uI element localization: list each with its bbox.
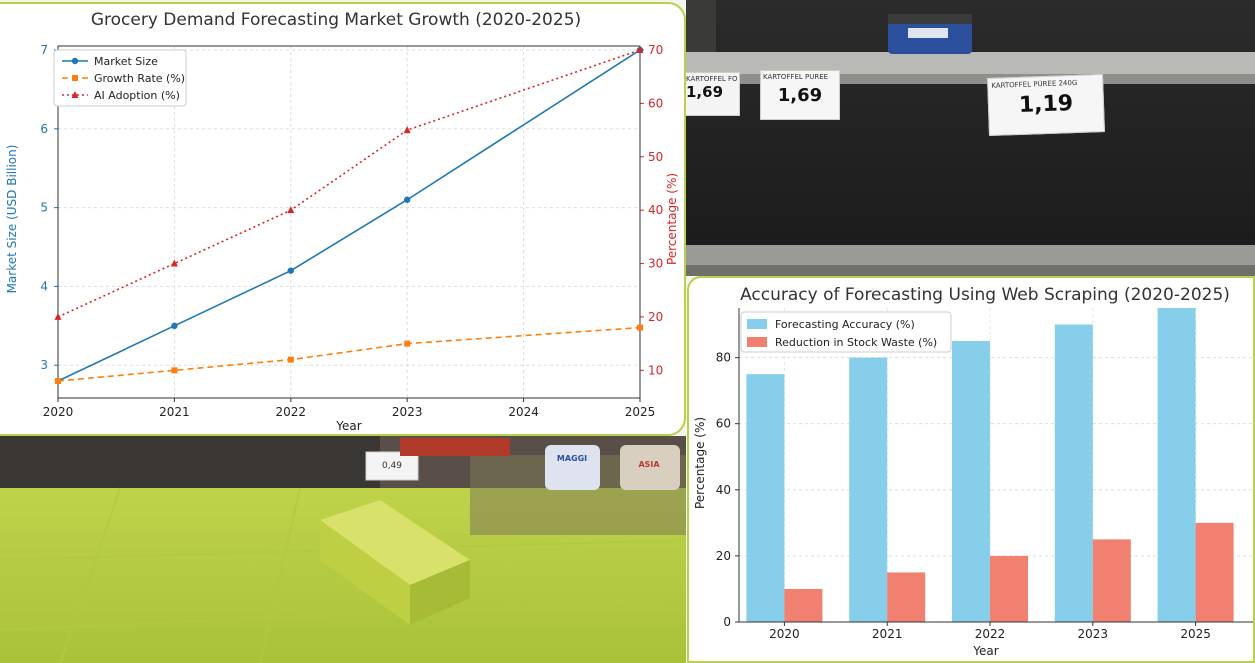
y-left-tick-label: 4 bbox=[40, 279, 48, 293]
canned-product bbox=[888, 14, 972, 54]
bar bbox=[1157, 308, 1196, 622]
data-point bbox=[54, 312, 62, 320]
price-tag-price: 1,69 bbox=[777, 85, 823, 106]
y-right-axis-label: Percentage (%) bbox=[665, 173, 679, 265]
x-axis-label: Year bbox=[972, 644, 998, 658]
bar bbox=[1092, 539, 1131, 622]
y-right-tick-label: 70 bbox=[648, 43, 663, 57]
legend-label: AI Adoption (%) bbox=[94, 89, 180, 102]
price-tag: KARTOFFEL FOOM 1,69 bbox=[683, 72, 740, 116]
data-point bbox=[637, 324, 643, 331]
x-tick-label: 2021 bbox=[159, 405, 190, 419]
y-right-tick-label: 20 bbox=[648, 310, 663, 324]
legend-label: Market Size bbox=[94, 55, 158, 68]
y-left-tick-label: 3 bbox=[40, 358, 48, 372]
floor-price-tag: 0,49 bbox=[368, 456, 416, 476]
bar bbox=[1195, 522, 1234, 622]
y-tick-label: 20 bbox=[716, 549, 731, 563]
forecast-accuracy-chart-panel: Accuracy of Forecasting Using Web Scrapi… bbox=[687, 276, 1255, 663]
price-tag: KARTOFFEL PÜREE 240G 1,19 bbox=[987, 73, 1105, 137]
legend-swatch bbox=[747, 337, 767, 347]
bar bbox=[990, 555, 1028, 622]
bar bbox=[784, 588, 823, 622]
y-right-tick-label: 60 bbox=[648, 96, 663, 110]
y-right-tick-label: 50 bbox=[648, 150, 663, 164]
market-growth-chart-panel: Grocery Demand Forecasting Market Growth… bbox=[0, 2, 686, 436]
data-point bbox=[55, 378, 61, 384]
data-point bbox=[287, 356, 294, 363]
y-left-tick-label: 7 bbox=[40, 43, 48, 57]
legend-marker bbox=[72, 75, 78, 81]
product-label: ASIA bbox=[625, 460, 673, 469]
price-tag-desc: KARTOFFEL PÜREE 240G bbox=[991, 78, 1078, 90]
legend-label: Growth Rate (%) bbox=[94, 72, 185, 85]
y-left-tick-label: 6 bbox=[40, 122, 48, 136]
market-growth-chart: Grocery Demand Forecasting Market Growth… bbox=[5, 10, 679, 433]
legend-box bbox=[740, 311, 952, 353]
chart-title: Accuracy of Forecasting Using Web Scrapi… bbox=[740, 285, 1230, 305]
series-line bbox=[57, 326, 641, 382]
y-tick-label: 40 bbox=[716, 483, 731, 497]
price-tag-desc: KARTOFFEL PUREE bbox=[763, 73, 829, 81]
y-right-tick-label: 10 bbox=[648, 363, 663, 377]
x-tick-label: 2025 bbox=[1180, 627, 1211, 641]
x-tick-label: 2023 bbox=[392, 405, 423, 419]
data-point bbox=[170, 259, 178, 267]
x-tick-label: 2023 bbox=[1078, 627, 1109, 641]
bar bbox=[746, 374, 785, 622]
price-tag-price: 1,19 bbox=[1018, 91, 1074, 118]
data-point bbox=[287, 206, 295, 214]
bar bbox=[1054, 324, 1093, 622]
legend-box bbox=[53, 49, 187, 107]
y-right-tick-label: 40 bbox=[648, 203, 663, 217]
legend-marker bbox=[71, 57, 79, 65]
x-tick-label: 2021 bbox=[872, 627, 903, 641]
bar bbox=[952, 341, 990, 622]
product-label-text: MAGGI bbox=[556, 454, 588, 463]
data-point bbox=[404, 340, 411, 347]
data-point bbox=[287, 267, 294, 274]
cardboard-tray bbox=[320, 500, 470, 625]
y-tick-label: 60 bbox=[716, 417, 731, 431]
data-point bbox=[171, 367, 178, 374]
price-tag-price: 1,69 bbox=[686, 83, 724, 101]
x-tick-label: 2022 bbox=[975, 627, 1006, 641]
chart-title: Grocery Demand Forecasting Market Growth… bbox=[91, 10, 581, 30]
bar bbox=[887, 572, 926, 622]
forecast-accuracy-chart: Accuracy of Forecasting Using Web Scrapi… bbox=[693, 285, 1253, 658]
y-left-tick-label: 5 bbox=[40, 201, 48, 215]
data-point bbox=[171, 322, 178, 330]
x-axis-label: Year bbox=[335, 419, 361, 433]
y-left-axis-label: Market Size (USD Billion) bbox=[5, 145, 19, 294]
data-point bbox=[404, 196, 411, 203]
product-label-text: ASIA bbox=[638, 460, 660, 469]
x-tick-label: 2020 bbox=[769, 627, 800, 641]
y-axis-label: Percentage (%) bbox=[693, 417, 707, 509]
bar bbox=[849, 357, 888, 622]
x-tick-label: 2020 bbox=[43, 405, 74, 419]
legend-marker bbox=[71, 91, 79, 98]
price-tag: KARTOFFEL PUREE 1,69 bbox=[760, 70, 840, 120]
plot-frame bbox=[57, 45, 641, 399]
x-tick-label: 2022 bbox=[276, 405, 307, 419]
legend-label: Reduction in Stock Waste (%) bbox=[775, 336, 937, 349]
legend-label: Forecasting Accuracy (%) bbox=[775, 318, 915, 331]
price-tag-desc: KARTOFFEL FOOM bbox=[686, 75, 737, 83]
x-tick-label: 2024 bbox=[508, 405, 539, 419]
product-label: MAGGI bbox=[548, 454, 596, 463]
floor-price-tag-text: 0,49 bbox=[381, 461, 403, 471]
data-point bbox=[636, 46, 644, 53]
y-tick-label: 0 bbox=[723, 615, 731, 629]
data-point bbox=[403, 126, 411, 134]
y-tick-label: 80 bbox=[716, 351, 731, 365]
y-right-tick-label: 30 bbox=[648, 257, 663, 271]
legend-swatch bbox=[747, 319, 767, 329]
x-tick-label: 2025 bbox=[625, 405, 656, 419]
